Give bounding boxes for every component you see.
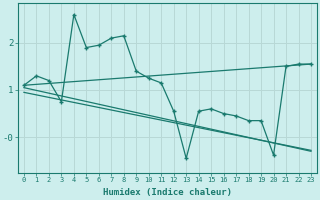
X-axis label: Humidex (Indice chaleur): Humidex (Indice chaleur) bbox=[103, 188, 232, 197]
